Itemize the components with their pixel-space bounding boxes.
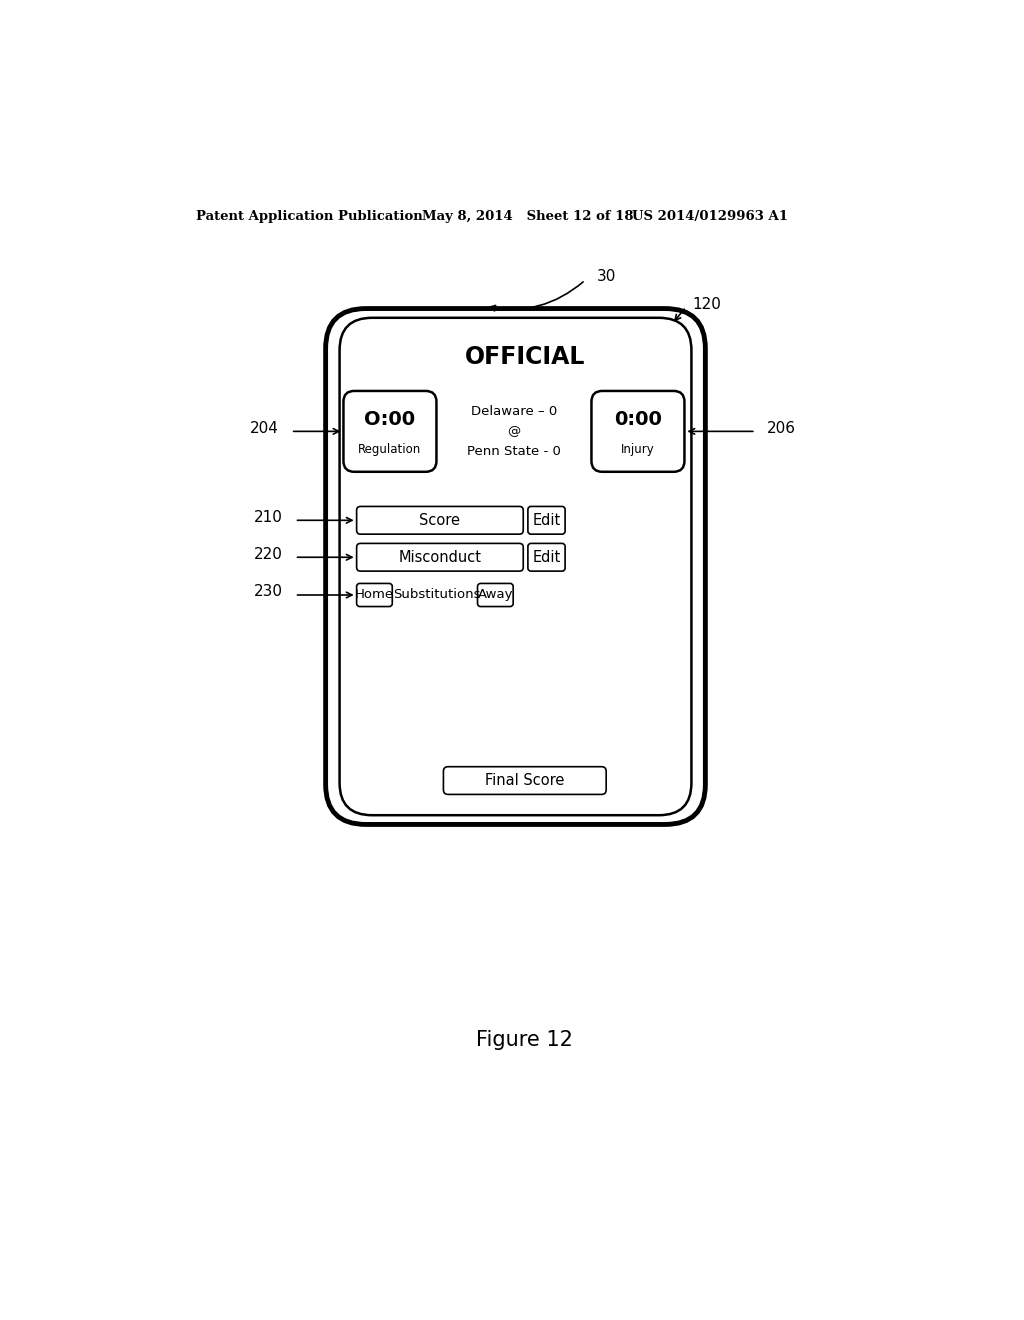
- Text: Away: Away: [477, 589, 513, 602]
- Text: 220: 220: [254, 546, 283, 562]
- FancyBboxPatch shape: [326, 309, 706, 825]
- FancyBboxPatch shape: [340, 318, 691, 816]
- Text: 120: 120: [692, 297, 721, 313]
- Text: OFFICIAL: OFFICIAL: [465, 345, 585, 370]
- Text: 210: 210: [254, 510, 283, 525]
- Text: Figure 12: Figure 12: [476, 1030, 573, 1049]
- Text: Home: Home: [355, 589, 394, 602]
- FancyBboxPatch shape: [592, 391, 684, 471]
- FancyBboxPatch shape: [356, 583, 392, 607]
- Text: 0:00: 0:00: [614, 409, 662, 429]
- Text: Misconduct: Misconduct: [398, 549, 481, 565]
- FancyBboxPatch shape: [528, 507, 565, 535]
- Text: Final Score: Final Score: [485, 774, 564, 788]
- Text: Regulation: Regulation: [358, 442, 422, 455]
- Text: 206: 206: [767, 421, 797, 436]
- FancyBboxPatch shape: [356, 507, 523, 535]
- Text: Edit: Edit: [532, 549, 560, 565]
- Text: 230: 230: [254, 585, 283, 599]
- FancyBboxPatch shape: [443, 767, 606, 795]
- Text: Edit: Edit: [532, 512, 560, 528]
- Text: 30: 30: [597, 269, 616, 284]
- Text: Injury: Injury: [622, 442, 654, 455]
- Text: O:00: O:00: [365, 409, 416, 429]
- Text: Substitutions: Substitutions: [393, 589, 480, 602]
- Text: Score: Score: [420, 512, 461, 528]
- FancyBboxPatch shape: [343, 391, 436, 471]
- Text: Delaware – 0
@
Penn State - 0: Delaware – 0 @ Penn State - 0: [467, 405, 561, 458]
- Text: May 8, 2014   Sheet 12 of 18: May 8, 2014 Sheet 12 of 18: [423, 210, 634, 223]
- FancyBboxPatch shape: [356, 544, 523, 572]
- FancyBboxPatch shape: [477, 583, 513, 607]
- FancyBboxPatch shape: [528, 544, 565, 572]
- Text: Patent Application Publication: Patent Application Publication: [197, 210, 423, 223]
- Text: 204: 204: [250, 421, 280, 436]
- Text: US 2014/0129963 A1: US 2014/0129963 A1: [632, 210, 787, 223]
